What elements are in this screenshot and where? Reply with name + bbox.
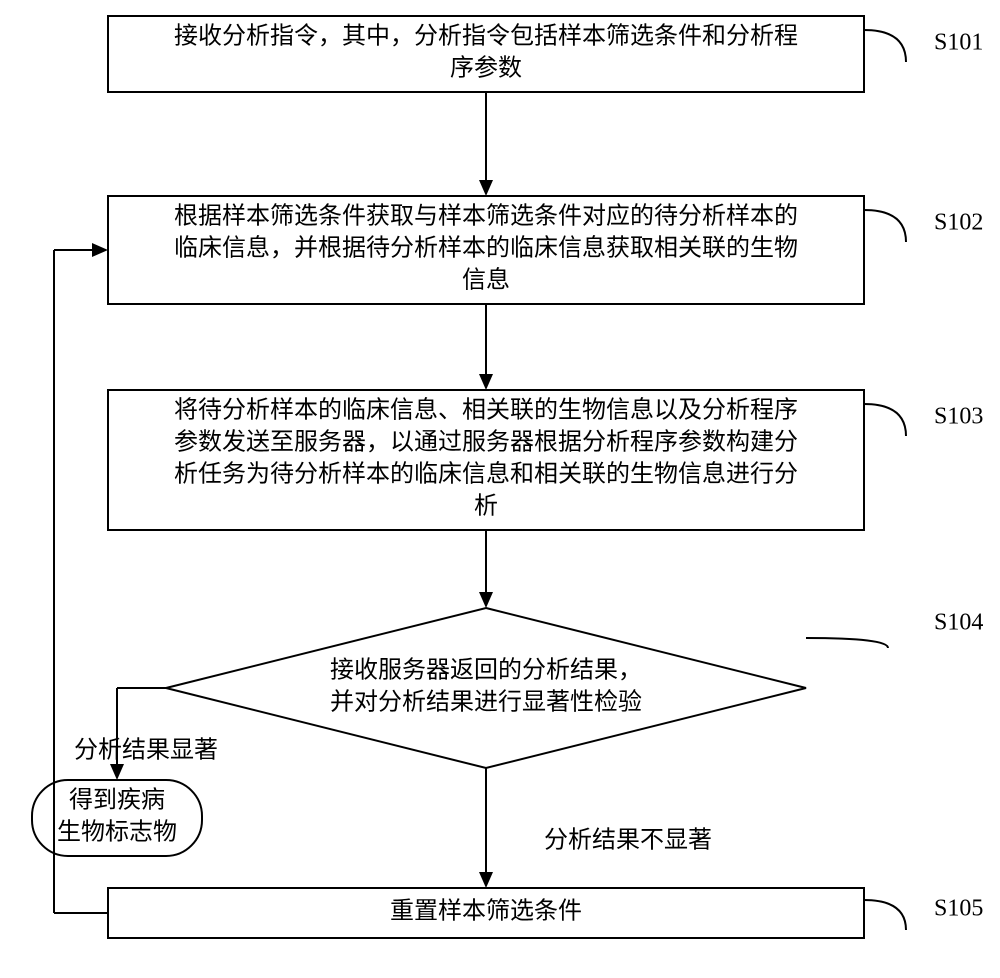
arrowhead <box>479 872 493 888</box>
step-connector-s101 <box>864 30 906 62</box>
step-connector-s102 <box>864 210 906 242</box>
step-text-s105: 重置样本筛选条件 <box>390 898 582 925</box>
branch-label-significant: 分析结果显著 <box>74 737 218 764</box>
step-text-s102: 根据样本筛选条件获取与样本筛选条件对应的待分析样本的 <box>174 203 798 230</box>
arrowhead <box>110 764 124 780</box>
arrowhead <box>479 374 493 390</box>
step-text-s103: 将待分析样本的临床信息、相关联的生物信息以及分析程序 <box>174 397 798 424</box>
step-text-s103: 参数发送至服务器，以通过服务器根据分析程序参数构建分 <box>174 429 798 456</box>
decision-text-s104: 接收服务器返回的分析结果， <box>330 657 642 684</box>
step-text-s101: 序参数 <box>450 55 522 82</box>
step-label-s104: S104 <box>934 610 983 636</box>
step-text-s103: 析任务为待分析样本的临床信息和相关联的生物信息进行分 <box>174 461 798 488</box>
step-connector-s104 <box>806 638 888 648</box>
result-text: 得到疾病 <box>69 787 165 814</box>
step-text-s102: 信息 <box>462 267 510 294</box>
step-label-s101: S101 <box>934 30 983 56</box>
step-connector-s105 <box>864 900 906 930</box>
step-text-s101: 接收分析指令，其中，分析指令包括样本筛选条件和分析程 <box>174 23 798 50</box>
arrowhead <box>479 180 493 196</box>
step-label-s105: S105 <box>934 896 983 922</box>
branch-label-insignificant: 分析结果不显著 <box>544 827 712 854</box>
step-connector-s103 <box>864 404 906 436</box>
step-label-s103: S103 <box>934 404 983 430</box>
arrowhead <box>479 592 493 608</box>
step-text-s102: 临床信息，并根据待分析样本的临床信息获取相关联的生物 <box>174 235 798 262</box>
decision-diamond-s104 <box>166 608 806 768</box>
decision-text-s104: 并对分析结果进行显著性检验 <box>330 689 642 716</box>
step-label-s102: S102 <box>934 210 983 236</box>
step-text-s103: 析 <box>474 493 498 520</box>
arrowhead <box>92 243 108 257</box>
result-text: 生物标志物 <box>57 819 177 846</box>
